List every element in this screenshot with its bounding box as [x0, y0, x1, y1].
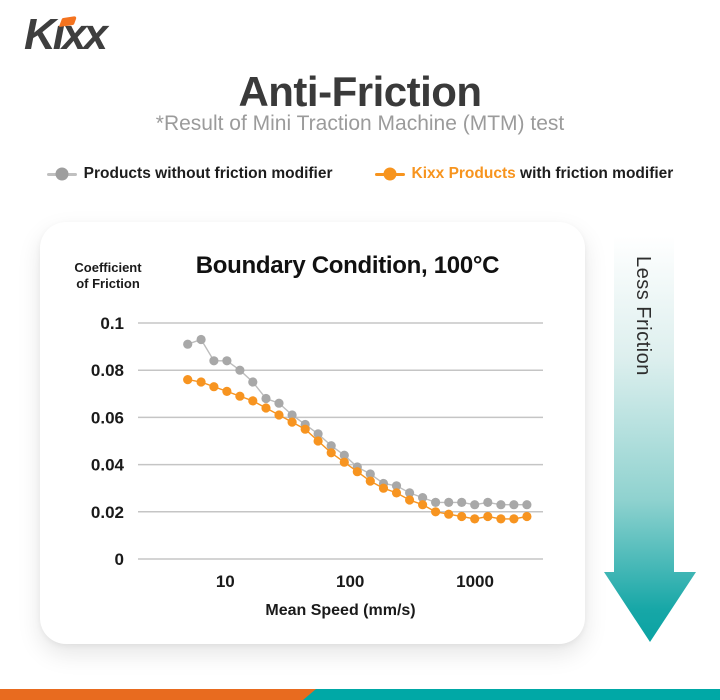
mtm-friction-chart: 0 0.02 0.04 0.06 0.08 0.1 10 100 1000	[91, 314, 543, 591]
svg-text:100: 100	[336, 572, 364, 591]
legend-item-without-modifier: Products without friction modifier	[46, 165, 333, 183]
down-arrow-icon	[604, 236, 696, 642]
page-subtitle: *Result of Mini Traction Machine (MTM) t…	[155, 112, 565, 135]
svg-text:0.06: 0.06	[91, 408, 124, 427]
svg-text:1000: 1000	[456, 572, 494, 591]
less-friction-label: Less Friction	[632, 256, 654, 376]
svg-text:0: 0	[115, 550, 124, 569]
footer-band-teal	[0, 689, 720, 700]
page-title: Anti-Friction	[238, 68, 482, 115]
chart-y-axis-label: Coefficient of Friction	[74, 260, 142, 292]
legend-item-kixx-products: Kixx Products with friction modifier	[374, 165, 674, 183]
footer-band	[0, 689, 720, 700]
svg-text:0.04: 0.04	[91, 456, 125, 475]
svg-text:0.1: 0.1	[100, 314, 124, 333]
footer-band-orange	[0, 689, 316, 700]
legend-label: Kixx Products with friction modifier	[411, 165, 674, 182]
chart-legend: Products without friction modifier Kixx …	[0, 165, 720, 183]
chart-card: Coefficient of Friction Boundary Conditi…	[40, 222, 585, 644]
svg-text:10: 10	[216, 572, 235, 591]
less-friction-arrow: Less Friction	[598, 232, 702, 644]
chart-title: Boundary Condition, 100°C	[195, 252, 500, 279]
chart-x-axis-label: Mean Speed (mm/s)	[265, 602, 416, 619]
svg-text:0.02: 0.02	[91, 503, 124, 522]
gray-series-marker-icon	[46, 167, 77, 181]
svg-text:0.08: 0.08	[91, 361, 124, 380]
kixx-logo: Kıxx	[24, 10, 134, 60]
orange-series-marker-icon	[374, 167, 405, 181]
legend-label: Products without friction modifier	[83, 165, 333, 182]
